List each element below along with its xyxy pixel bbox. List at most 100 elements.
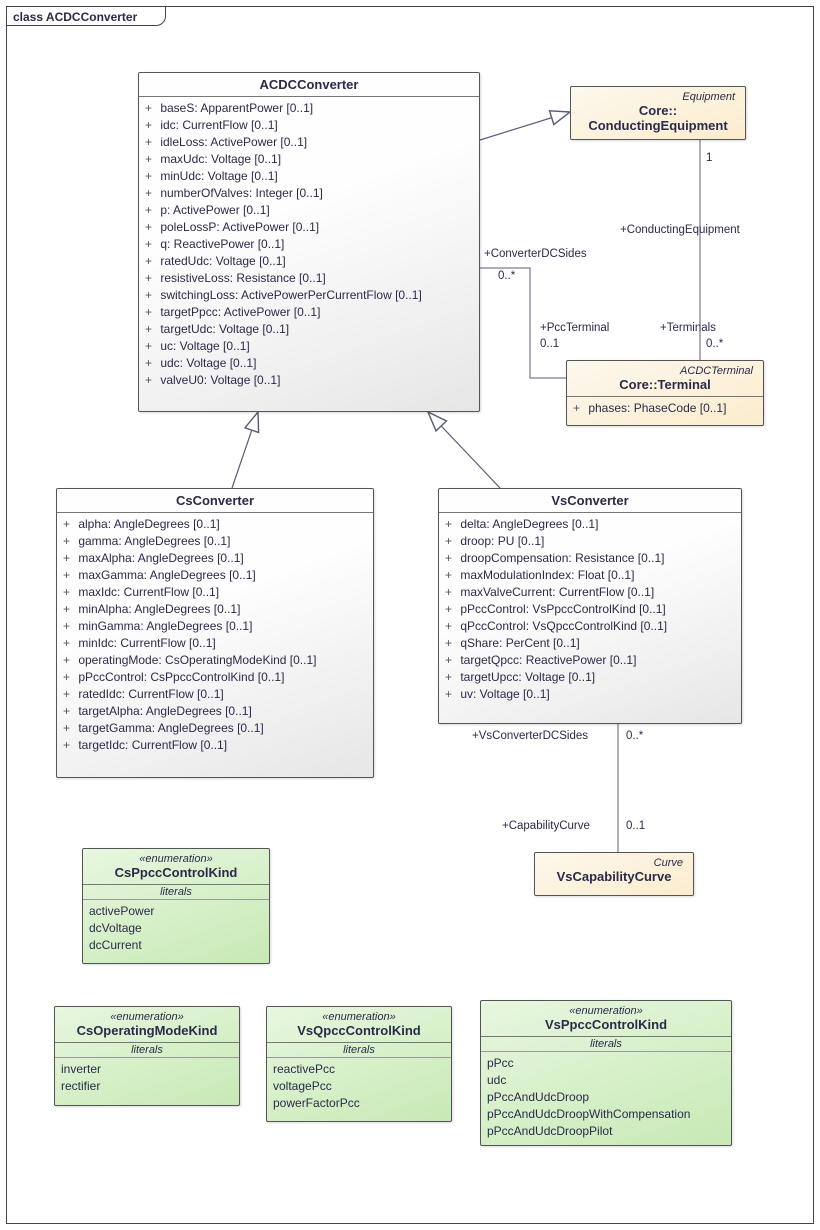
attr-text: operatingMode: CsOperatingModeKind [0..1… (75, 653, 316, 667)
attr-row: + minIdc: CurrentFlow [0..1] (63, 635, 367, 652)
literals-list: activePower dcVoltage dcCurrent (83, 900, 269, 959)
attr-row: + targetUpcc: Voltage [0..1] (445, 669, 735, 686)
enum-name: VsPpccControlKind (487, 1017, 725, 1032)
class-conducting-equipment: Equipment Core:: ConductingEquipment (570, 86, 746, 140)
visibility-icon: + (63, 516, 75, 533)
attr-row: + maxUdc: Voltage [0..1] (145, 151, 473, 168)
attr-row: dcCurrent (89, 937, 263, 954)
assoc-condequip-role: +ConductingEquipment (620, 224, 740, 236)
attr-text: powerFactorPcc (273, 1096, 360, 1110)
visibility-icon: + (63, 686, 75, 703)
attr-text: numberOfValves: Integer [0..1] (157, 186, 323, 200)
attr-text: droopCompensation: Resistance [0..1] (457, 551, 664, 565)
class-stereo: Equipment (577, 91, 739, 103)
attr-text: dcVoltage (89, 921, 142, 935)
attr-row: + targetUdc: Voltage [0..1] (145, 321, 473, 338)
visibility-icon: + (63, 652, 75, 669)
visibility-icon: + (63, 567, 75, 584)
visibility-icon: + (145, 151, 157, 168)
class-terminal: ACDCTerminal Core::Terminal + phases: Ph… (566, 360, 764, 426)
class-acdcconverter: ACDCConverter + baseS: ApparentPower [0.… (138, 72, 480, 412)
attr-row: + uv: Voltage [0..1] (445, 686, 735, 703)
attr-text: pPccControl: VsPpccControlKind [0..1] (457, 602, 666, 616)
visibility-icon: + (145, 321, 157, 338)
frame-title-tab: class ACDCConverter (6, 6, 166, 26)
attr-row: + phases: PhaseCode [0..1] (573, 400, 757, 417)
enum-stereo: «enumeration» (61, 1011, 233, 1023)
visibility-icon: + (445, 635, 457, 652)
visibility-icon: + (145, 117, 157, 134)
attr-row: + alpha: AngleDegrees [0..1] (63, 516, 367, 533)
attr-list: + alpha: AngleDegrees [0..1]+ gamma: Ang… (57, 513, 373, 759)
assoc-pccterminal-role: +PccTerminal (540, 322, 609, 334)
attr-text: pPcc (487, 1056, 514, 1070)
visibility-icon: + (63, 669, 75, 686)
attr-row: + idc: CurrentFlow [0..1] (145, 117, 473, 134)
attr-row: + qPccControl: VsQpccControlKind [0..1] (445, 618, 735, 635)
attr-row: + pPccControl: CsPpccControlKind [0..1] (63, 669, 367, 686)
visibility-icon: + (445, 584, 457, 601)
visibility-icon: + (445, 601, 457, 618)
enum-csppcccontrolkind: «enumeration» CsPpccControlKind literals… (82, 848, 270, 964)
enum-stereo: «enumeration» (89, 853, 263, 865)
attr-row: + poleLossP: ActivePower [0..1] (145, 219, 473, 236)
attr-row: + ratedUdc: Voltage [0..1] (145, 253, 473, 270)
literals-list: pPcc udc pPccAndUdcDroop pPccAndUdcDroop… (481, 1052, 731, 1145)
attr-list: + baseS: ApparentPower [0..1]+ idc: Curr… (139, 97, 479, 394)
attr-text: delta: AngleDegrees [0..1] (457, 517, 598, 531)
attr-text: qPccControl: VsQpccControlKind [0..1] (457, 619, 667, 633)
attr-text: minIdc: CurrentFlow [0..1] (75, 636, 216, 650)
attr-text: qShare: PerCent [0..1] (457, 636, 580, 650)
visibility-icon: + (145, 185, 157, 202)
attr-text: reactivePcc (273, 1062, 335, 1076)
class-name: VsCapabilityCurve (541, 869, 687, 884)
attr-row: pPcc (487, 1055, 725, 1072)
visibility-icon: + (445, 618, 457, 635)
attr-text: baseS: ApparentPower [0..1] (157, 101, 313, 115)
literals-label: literals (55, 1043, 239, 1058)
class-title: VsConverter (439, 489, 741, 513)
visibility-icon: + (63, 703, 75, 720)
attr-row: + targetGamma: AngleDegrees [0..1] (63, 720, 367, 737)
attr-row: activePower (89, 903, 263, 920)
class-title: ACDCTerminal Core::Terminal (567, 361, 763, 397)
attr-text: maxUdc: Voltage [0..1] (157, 152, 281, 166)
visibility-icon: + (145, 304, 157, 321)
class-title: ACDCConverter (139, 73, 479, 97)
attr-row: + numberOfValves: Integer [0..1] (145, 185, 473, 202)
enum-title: «enumeration» CsOperatingModeKind (55, 1007, 239, 1043)
attr-list: + phases: PhaseCode [0..1] (567, 397, 763, 422)
attr-row: + operatingMode: CsOperatingModeKind [0.… (63, 652, 367, 669)
visibility-icon: + (145, 355, 157, 372)
diagram-canvas: class ACDCConverter ACDCConverter + base… (0, 0, 820, 1230)
attr-row: + delta: AngleDegrees [0..1] (445, 516, 735, 533)
visibility-icon: + (445, 686, 457, 703)
attr-row: + targetQpcc: ReactivePower [0..1] (445, 652, 735, 669)
visibility-icon: + (145, 270, 157, 287)
attr-text: maxIdc: CurrentFlow [0..1] (75, 585, 219, 599)
attr-text: targetGamma: AngleDegrees [0..1] (75, 721, 264, 735)
attr-row: + gamma: AngleDegrees [0..1] (63, 533, 367, 550)
visibility-icon: + (63, 584, 75, 601)
visibility-icon: + (63, 533, 75, 550)
attr-text: voltagePcc (273, 1079, 332, 1093)
visibility-icon: + (145, 236, 157, 253)
attr-row: inverter (61, 1061, 233, 1078)
visibility-icon: + (63, 601, 75, 618)
attr-row: + maxGamma: AngleDegrees [0..1] (63, 567, 367, 584)
assoc-terminals-mult: 0..* (706, 338, 723, 350)
class-title: Equipment Core:: ConductingEquipment (571, 87, 745, 137)
attr-text: minAlpha: AngleDegrees [0..1] (75, 602, 240, 616)
enum-stereo: «enumeration» (273, 1011, 445, 1023)
enum-stereo: «enumeration» (487, 1005, 725, 1017)
visibility-icon: + (445, 567, 457, 584)
class-title: Curve VsCapabilityCurve (535, 853, 693, 888)
assoc-converterdc sides-role: +ConverterDCSides (484, 248, 587, 260)
enum-name: VsQpccControlKind (273, 1023, 445, 1038)
visibility-icon: + (445, 652, 457, 669)
class-name: Core:: ConductingEquipment (577, 103, 739, 133)
attr-text: dcCurrent (89, 938, 142, 952)
attr-row: + baseS: ApparentPower [0..1] (145, 100, 473, 117)
visibility-icon: + (63, 618, 75, 635)
attr-text: resistiveLoss: Resistance [0..1] (157, 271, 326, 285)
